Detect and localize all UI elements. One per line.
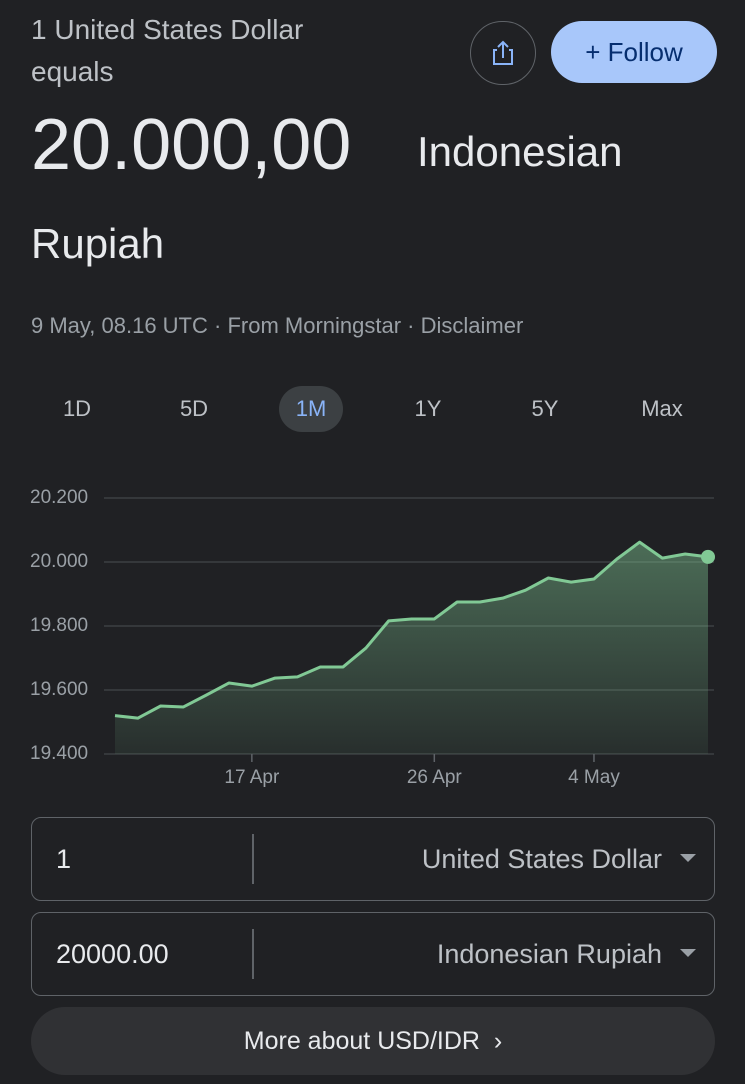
from-currency[interactable]: United States Dollar xyxy=(421,844,662,874)
range-tab[interactable]: Max xyxy=(641,396,683,421)
range-tab[interactable]: 1M xyxy=(279,386,343,432)
currency: Indonesian xyxy=(417,128,623,175)
x-tick-label: 26 Apr xyxy=(407,767,463,788)
x-tick-label: 4 May xyxy=(568,767,620,788)
disclaimer[interactable]: Disclaimer xyxy=(420,313,524,338)
area xyxy=(115,542,708,754)
range-tab[interactable]: 5Y xyxy=(531,396,559,421)
range-tab[interactable]: 1Y xyxy=(414,396,442,421)
last-point xyxy=(701,549,715,564)
currency: Rupiah xyxy=(31,220,165,267)
from-line: 1 United States Dollar xyxy=(31,14,304,45)
y-tick-label: 20.200 xyxy=(30,487,88,508)
line xyxy=(114,540,709,720)
x-tick-label: 17 Apr xyxy=(224,767,280,788)
y-tick-label: 20.000 xyxy=(30,551,88,572)
follow-button[interactable]: + Follow xyxy=(551,21,717,83)
to-amount[interactable]: 20000.00 xyxy=(56,939,169,969)
more-label: More about USD/IDR xyxy=(243,1027,480,1055)
timestamp: 9 May, 08.16 UTC xyxy=(31,313,208,338)
range-tab[interactable]: 1D xyxy=(62,396,92,421)
from-amount[interactable]: 1 xyxy=(56,844,72,874)
to-currency[interactable]: Indonesian Rupiah xyxy=(436,939,662,969)
share-icon xyxy=(493,40,513,65)
source: From Morningstar xyxy=(227,313,402,338)
more-button[interactable]: More about USD/IDR › xyxy=(31,1007,715,1075)
amount: 20.000,00 xyxy=(31,105,352,185)
follow-label: Follow xyxy=(607,37,683,67)
range-tab[interactable]: 5D xyxy=(179,396,209,421)
y-tick-label: 19.600 xyxy=(30,679,88,700)
y-tick-label: 19.400 xyxy=(30,743,88,764)
meta: 9 May, 08.16 UTC · From Morningstar · Di… xyxy=(31,313,524,338)
y-tick-label: 19.800 xyxy=(30,615,88,636)
share-button[interactable] xyxy=(470,21,536,85)
chart: 19.400 19.600 19.800 20.000 20.200 17 Apr 26 A… xyxy=(30,487,715,788)
from-field[interactable]: 1 United States Dollar xyxy=(31,817,715,901)
equals: equals xyxy=(31,56,114,87)
to-field[interactable]: 20000.00 Indonesian Rupiah xyxy=(31,912,715,996)
